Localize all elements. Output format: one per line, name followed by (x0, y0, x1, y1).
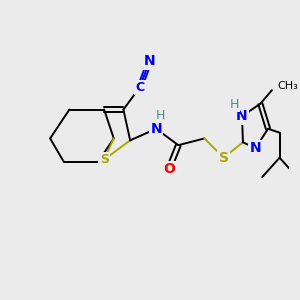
Text: S: S (219, 151, 229, 165)
Text: C: C (135, 81, 144, 94)
Text: H: H (155, 109, 165, 122)
Text: N: N (250, 141, 261, 155)
Text: N: N (144, 54, 155, 68)
Text: N: N (150, 122, 162, 136)
Text: S: S (100, 153, 109, 166)
Text: H: H (230, 98, 239, 111)
Text: CH₃: CH₃ (278, 81, 298, 92)
Text: O: O (163, 162, 175, 176)
Text: N: N (236, 109, 248, 123)
